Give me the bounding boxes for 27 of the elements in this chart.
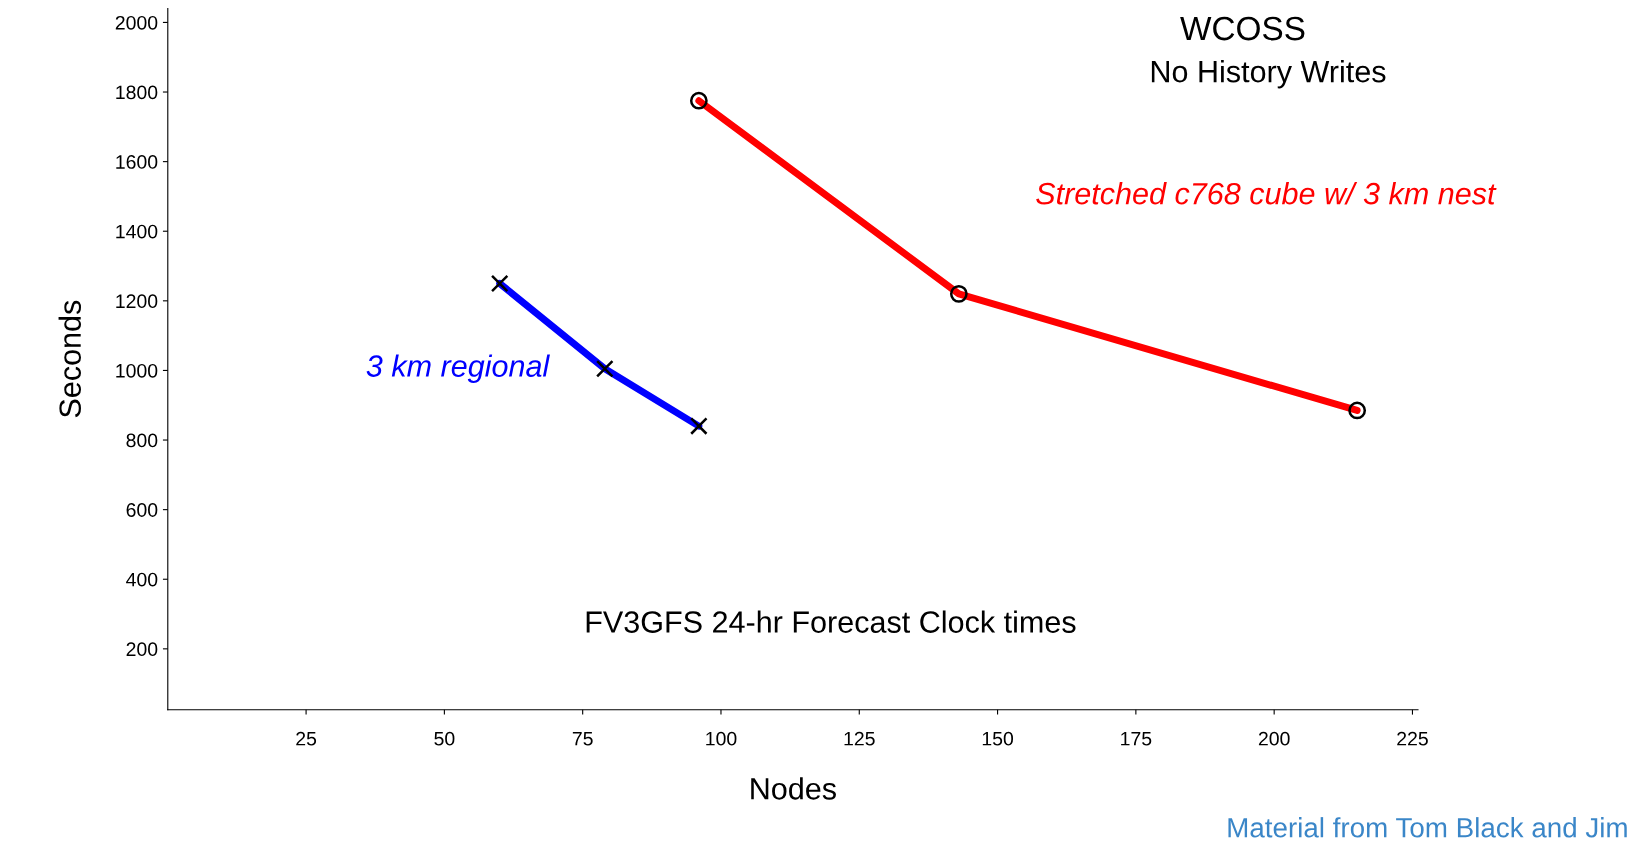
x-axis-title: Nodes bbox=[751, 777, 836, 800]
annotation: WCOSS bbox=[1180, 16, 1305, 41]
y-tick-label: 600 bbox=[126, 503, 158, 517]
text: FV3GFS 24-hr Forecast Clock times bbox=[586, 610, 1076, 633]
x-tick-label: 125 bbox=[844, 731, 875, 746]
y-tick-label: 2000 bbox=[115, 15, 158, 30]
annotation: No History Writes bbox=[1151, 59, 1386, 89]
y-tick-label: 1600 bbox=[116, 155, 158, 169]
x-tick-label: 175 bbox=[1121, 731, 1152, 746]
x-tick-label: 225 bbox=[1397, 731, 1428, 746]
x-tick-label: 75 bbox=[572, 731, 593, 746]
y-tick-label: 1000 bbox=[116, 363, 158, 378]
y-tick-label: 800 bbox=[126, 433, 158, 448]
series-label: 3 km regional bbox=[366, 354, 550, 383]
x-tick-label: 200 bbox=[1258, 731, 1290, 746]
y-tick-label: 1400 bbox=[116, 224, 158, 239]
text: Material from Tom Black and Jim bbox=[1228, 817, 1627, 838]
x-tick-label: 150 bbox=[982, 731, 1014, 746]
y-tick-label: 400 bbox=[126, 572, 158, 587]
x-tick-label: 25 bbox=[296, 731, 317, 746]
y-tick-label: 200 bbox=[126, 642, 158, 657]
y-axis-title: Seconds bbox=[58, 300, 81, 418]
y-tick-label: 1800 bbox=[116, 85, 158, 100]
x-tick-label: 50 bbox=[434, 731, 455, 746]
x-tick-label: 100 bbox=[706, 731, 737, 746]
text: Stretched c768 cube w/ 3 km nest bbox=[1036, 182, 1497, 205]
y-tick-label: 1200 bbox=[116, 294, 158, 309]
